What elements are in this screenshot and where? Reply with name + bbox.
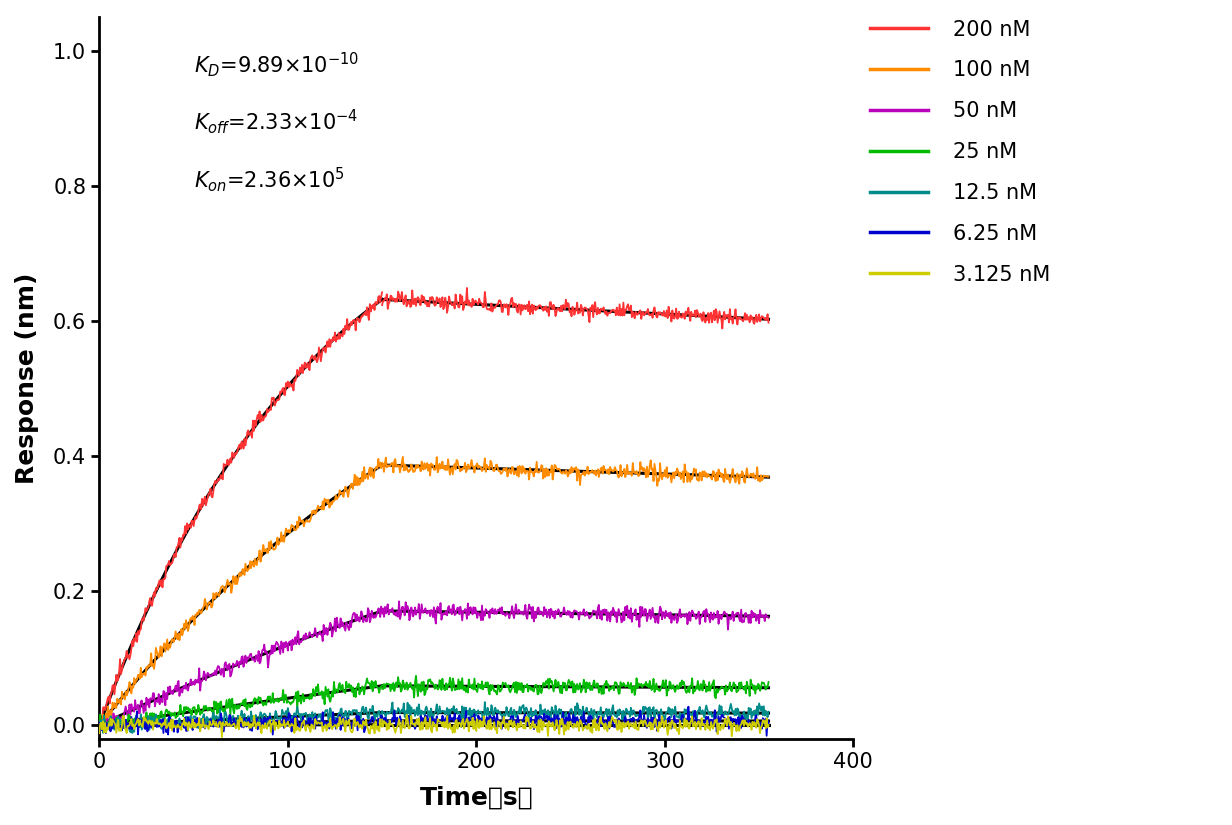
X-axis label: Time（s）: Time（s） [420,786,533,810]
Text: $K_D$=9.89×10$^{-10}$: $K_D$=9.89×10$^{-10}$ [193,50,359,78]
Text: $K_{on}$=2.36×10$^{5}$: $K_{on}$=2.36×10$^{5}$ [193,165,344,194]
Legend: 200 nM, 100 nM, 50 nM, 25 nM, 12.5 nM, 6.25 nM, 3.125 nM: 200 nM, 100 nM, 50 nM, 25 nM, 12.5 nM, 6… [864,13,1057,290]
Text: $K_{off}$=2.33×10$^{-4}$: $K_{off}$=2.33×10$^{-4}$ [193,107,359,136]
Y-axis label: Response (nm): Response (nm) [15,272,39,483]
